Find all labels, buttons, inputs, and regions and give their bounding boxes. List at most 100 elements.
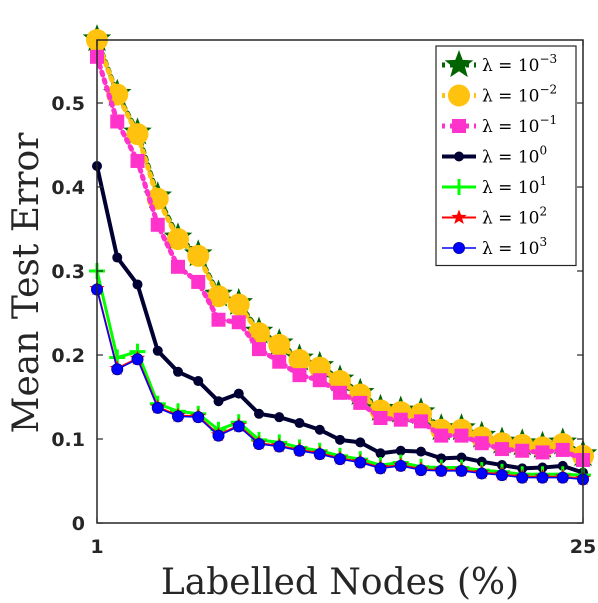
series-6-point	[151, 401, 164, 414]
series-6-point	[455, 464, 468, 477]
legend-label-base: λ = 10	[482, 117, 539, 137]
series-2-point	[333, 385, 347, 400]
legend-label-exponent: 3	[539, 235, 547, 249]
series-6-point	[273, 440, 286, 453]
legend-item-4: λ = 101	[442, 174, 547, 198]
series-6-point	[232, 420, 245, 433]
series-2-point	[495, 442, 509, 457]
series-2-point	[353, 395, 368, 410]
series-6-point	[516, 471, 529, 484]
series-3-point	[395, 445, 406, 456]
series-2-point	[474, 436, 489, 451]
series-3-point	[213, 396, 224, 407]
series-3-point	[254, 408, 264, 419]
series-2-point	[373, 411, 388, 425]
series-2-point	[414, 414, 428, 429]
series-1-point	[106, 83, 129, 106]
y-tick-label: 0.5	[51, 93, 85, 115]
series-2-point	[171, 259, 185, 274]
x-tick-label: 25	[570, 536, 596, 558]
legend-label-exponent: 2	[539, 205, 547, 219]
legend-label-exponent: 1	[539, 174, 547, 188]
y-tick-label: 0.1	[51, 429, 85, 451]
legend-item-1: λ = 10−2	[442, 83, 557, 107]
series-2-point	[272, 354, 287, 369]
series-6-point	[172, 410, 184, 423]
series-6-point	[354, 456, 367, 469]
x-tick-label: 1	[90, 536, 103, 558]
series-2-point	[515, 443, 530, 458]
y-tick-label: 0.4	[51, 177, 85, 199]
series-3-point	[456, 452, 467, 463]
y-tick-label: 0.2	[51, 345, 85, 367]
series-6-point	[415, 464, 427, 477]
legend-label-base: λ = 10	[482, 148, 539, 168]
series-6-point	[253, 438, 265, 451]
series-6	[91, 283, 589, 486]
legend-item-5: λ = 102	[442, 205, 547, 229]
legend-label: λ = 102	[482, 205, 547, 229]
legend-marker	[453, 242, 465, 254]
legend-label: λ = 10−1	[482, 113, 557, 137]
series-6-point	[131, 353, 144, 366]
series-1-point	[288, 349, 311, 372]
series-6-point	[475, 467, 488, 480]
series-2-point	[434, 428, 449, 443]
axes: 0 0.1 0.2 0.3 0.4 0.5 1 25	[51, 39, 596, 558]
series-2-point	[555, 442, 570, 457]
legend-marker	[452, 119, 466, 133]
series-2	[90, 49, 590, 467]
series-3-point	[152, 345, 163, 356]
series-2-point	[535, 445, 550, 460]
series-2-point	[393, 412, 408, 427]
series-1-point	[308, 356, 331, 379]
legend-label-exponent: −2	[539, 83, 557, 97]
legend-label-base: λ = 10	[482, 178, 539, 198]
series-3-point	[375, 448, 386, 459]
series-2-point	[231, 315, 246, 330]
series-6-point	[334, 453, 346, 466]
series-3-point	[335, 434, 345, 445]
series-1-point	[126, 123, 149, 146]
legend-item-3: λ = 100	[442, 144, 547, 168]
legend-label-exponent: −3	[539, 52, 557, 66]
series-6-point	[293, 444, 306, 457]
legend-marker	[444, 50, 474, 78]
series-6-point	[556, 471, 569, 484]
legend-label-exponent: 0	[539, 144, 547, 158]
legend-marker	[454, 151, 464, 162]
y-tick-label: 0	[72, 513, 85, 535]
legend-label: λ = 10−2	[482, 83, 557, 107]
series-6-point	[435, 464, 448, 477]
series-2-point	[312, 373, 327, 388]
series-3-point	[294, 418, 305, 429]
series-3-point	[112, 252, 123, 263]
series-3-point	[476, 456, 487, 467]
legend-label-exponent: −1	[539, 113, 557, 127]
series-3-point	[274, 412, 285, 423]
series-2-point	[211, 312, 226, 327]
legend-label-base: λ = 10	[482, 209, 539, 229]
series-1-point	[187, 244, 210, 267]
series-6-point	[111, 363, 124, 376]
legend-label: λ = 103	[482, 235, 547, 259]
legend-marker	[448, 84, 470, 107]
series-2-point	[292, 368, 307, 383]
series-1-point	[167, 228, 189, 251]
legend-item-2: λ = 10−1	[442, 113, 557, 137]
legend-label-base: λ = 10	[482, 87, 539, 107]
series-6-point	[192, 411, 205, 424]
legend-label: λ = 101	[482, 174, 547, 198]
axes-box	[96, 39, 584, 524]
series-3-point	[173, 366, 183, 377]
series-6-point	[496, 469, 508, 482]
series-2-point	[150, 217, 165, 232]
series-2-point	[191, 274, 206, 289]
legend-label-base: λ = 10	[482, 239, 539, 259]
series-1-point	[227, 293, 250, 316]
plot-area	[82, 24, 598, 486]
series-3-point	[355, 437, 366, 448]
legend-item-6: λ = 103	[442, 235, 547, 259]
series-6-point	[374, 462, 387, 475]
